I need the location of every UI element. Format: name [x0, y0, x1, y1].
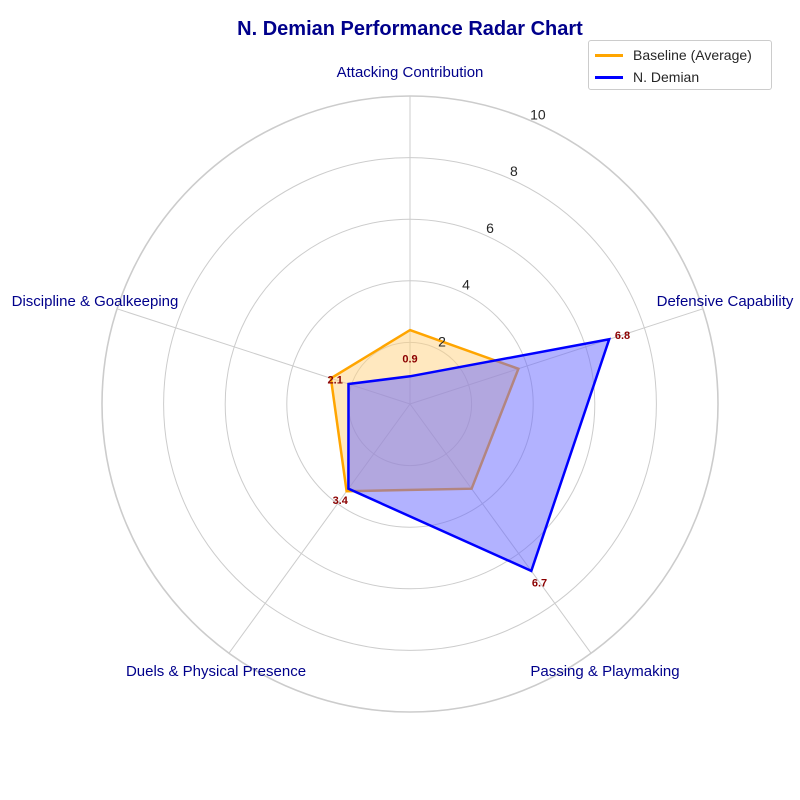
value-label-1-2: 6.7 — [532, 577, 547, 589]
value-label-1-4: 2.1 — [328, 375, 343, 387]
value-label-1-1: 6.8 — [615, 330, 630, 342]
legend-entry-baseline: Baseline (Average) — [595, 46, 752, 64]
legend-label-n-demian: N. Demian — [633, 69, 700, 85]
category-label-3: Duels & Physical Presence — [126, 663, 306, 680]
series-polygon-1 — [347, 337, 612, 573]
legend: Baseline (Average) N. Demian — [588, 40, 772, 90]
radial-tick-label-2: 2 — [438, 333, 446, 349]
category-label-1: Defensive Capability — [657, 293, 794, 310]
value-label-1-3: 3.4 — [333, 495, 349, 507]
chart-title: N. Demian Performance Radar Chart — [237, 18, 583, 40]
radial-tick-label-6: 6 — [486, 220, 494, 236]
radial-tick-label-8: 8 — [510, 163, 518, 179]
radial-tick-label-4: 4 — [462, 277, 470, 293]
category-label-0: Attacking Contribution — [337, 64, 484, 81]
category-label-4: Discipline & Goalkeeping — [12, 293, 179, 310]
value-label-1-0: 0.9 — [402, 353, 417, 365]
legend-swatch-baseline — [595, 53, 623, 57]
legend-swatch-n-demian — [595, 75, 623, 79]
legend-entry-n-demian: N. Demian — [595, 68, 699, 86]
radial-tick-label-10: 10 — [530, 106, 546, 122]
legend-label-baseline: Baseline (Average) — [633, 47, 752, 63]
category-label-2: Passing & Playmaking — [530, 663, 679, 680]
